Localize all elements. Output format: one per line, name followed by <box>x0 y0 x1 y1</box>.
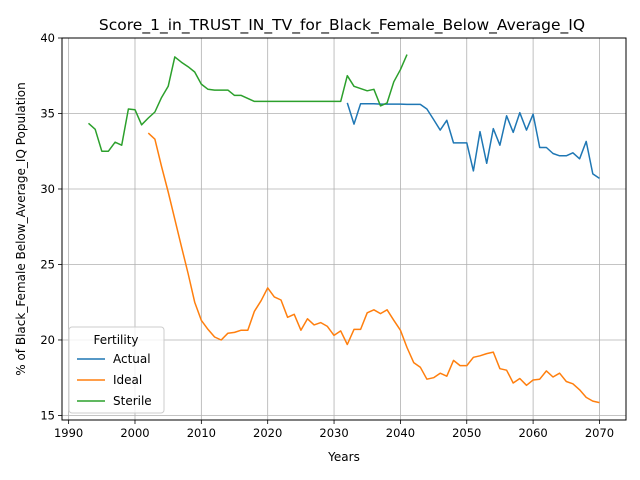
legend-label-actual: Actual <box>113 352 151 366</box>
x-tick-label: 1990 <box>54 426 83 440</box>
x-axis-label: Years <box>327 450 360 464</box>
y-tick-label: 40 <box>40 31 55 45</box>
y-tick-label: 15 <box>40 408 55 422</box>
x-tick-label: 2050 <box>452 426 481 440</box>
series-line-ideal <box>147 132 600 404</box>
x-tick-label: 2010 <box>187 426 216 440</box>
plot-frame <box>61 37 627 421</box>
x-tick-label: 2070 <box>585 426 614 440</box>
y-tick-label: 20 <box>40 333 55 347</box>
series-line-sterile <box>87 54 408 152</box>
legend-entries: Actual Ideal Sterile <box>77 352 152 408</box>
legend-label-sterile: Sterile <box>113 394 152 408</box>
chart-title: Score_1_in_TRUST_IN_TV_for_Black_Female_… <box>99 16 585 35</box>
legend-title: Fertility <box>93 333 138 347</box>
y-tick-label: 25 <box>40 257 55 271</box>
y-axis-label: % of Black_Female Below_Average_IQ Popul… <box>14 82 28 376</box>
series-layer <box>87 54 600 404</box>
y-tick-label: 35 <box>40 106 55 120</box>
y-tick-label: 30 <box>40 182 55 196</box>
legend-label-ideal: Ideal <box>113 373 142 387</box>
legend-box <box>68 326 165 414</box>
x-axis: 1990 2000 2010 2020 2030 2040 2050 2060 2070 <box>54 420 614 440</box>
x-tick-label: 2030 <box>319 426 348 440</box>
x-tick-label: 2000 <box>120 426 149 440</box>
series-line-actual <box>346 102 600 180</box>
legend: Fertility Actual Ideal Sterile <box>68 326 165 414</box>
x-tick-label: 2020 <box>253 426 282 440</box>
x-tick-label: 2060 <box>518 426 547 440</box>
y-axis: 15 20 25 30 35 40 <box>40 31 62 422</box>
x-tick-label: 2040 <box>386 426 415 440</box>
